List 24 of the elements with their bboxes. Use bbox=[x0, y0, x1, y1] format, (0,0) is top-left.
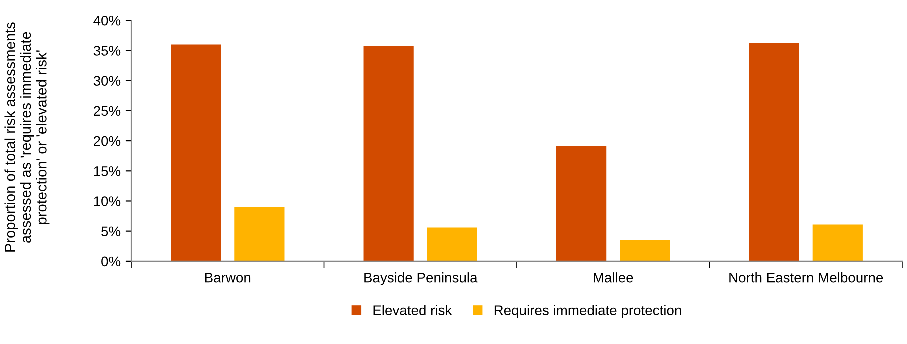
bar bbox=[171, 44, 222, 262]
bar bbox=[556, 146, 607, 262]
y-tick-label: 35% bbox=[94, 46, 121, 56]
y-axis-title: Proportion of total risk assessments assessed as 'requires immediate protection' or 'elevated risk' bbox=[4, 22, 50, 252]
y-tick-label: 25% bbox=[94, 106, 121, 116]
bar bbox=[620, 240, 670, 262]
bar bbox=[749, 44, 800, 262]
y-tick-label: 40% bbox=[94, 16, 121, 26]
x-tick-label: North Eastern Melbourne bbox=[730, 272, 884, 283]
y-tick-label: 10% bbox=[94, 196, 121, 206]
x-tick-label: Barwon bbox=[205, 273, 251, 283]
y-tick-label: 20% bbox=[94, 136, 121, 146]
legend-label: Requires immediate protection bbox=[494, 305, 682, 318]
bar bbox=[427, 228, 478, 262]
bar bbox=[364, 46, 414, 262]
x-tick-label: Mallee bbox=[594, 272, 634, 283]
legend-label: Elevated risk bbox=[374, 305, 452, 316]
y-tick-label: 30% bbox=[94, 76, 121, 86]
y-tick-label: 5% bbox=[102, 226, 121, 237]
y-tick-label: 0% bbox=[102, 256, 121, 267]
y-tick-label: 15% bbox=[94, 166, 121, 176]
x-tick-label: Bayside Peninsula bbox=[364, 272, 478, 286]
bar bbox=[812, 224, 863, 262]
bar bbox=[234, 207, 285, 262]
